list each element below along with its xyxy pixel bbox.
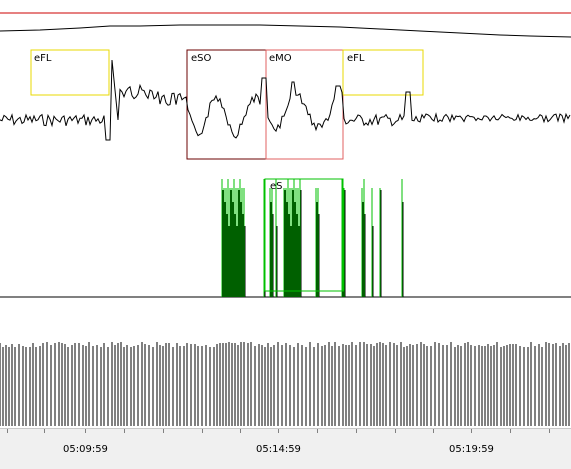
tick-mark bbox=[433, 429, 434, 433]
event-label-eso: eSO bbox=[191, 53, 212, 64]
event-label-efl-left: eFL bbox=[34, 53, 52, 64]
event-box-efl-right[interactable] bbox=[342, 49, 424, 96]
tick-mark bbox=[85, 429, 86, 433]
tick-mark bbox=[278, 429, 279, 433]
tick-mark bbox=[163, 429, 164, 433]
tick-mark bbox=[240, 429, 241, 433]
beat-marker-channel bbox=[0, 342, 570, 426]
tick-mark bbox=[317, 429, 318, 433]
time-label-3: 05:19:59 bbox=[449, 444, 494, 455]
event-label-emo: eMO bbox=[269, 53, 292, 64]
time-label-1: 05:09:59 bbox=[63, 444, 108, 455]
tick-mark bbox=[356, 429, 357, 433]
event-box-efl-left[interactable] bbox=[30, 49, 110, 96]
tick-mark bbox=[471, 429, 472, 433]
signal-traces bbox=[0, 12, 571, 426]
green-spike-train bbox=[221, 179, 404, 297]
tick-mark bbox=[124, 429, 125, 433]
tick-mark bbox=[44, 429, 45, 433]
time-axis: 05:09:59 05:14:59 05:19:59 bbox=[0, 428, 571, 469]
tick-mark bbox=[395, 429, 396, 433]
event-box-es[interactable] bbox=[264, 178, 344, 292]
tick-mark bbox=[7, 429, 8, 433]
tick-mark bbox=[549, 429, 550, 433]
tick-mark bbox=[510, 429, 511, 433]
tick-mark bbox=[202, 429, 203, 433]
main-waveform-trace bbox=[0, 59, 571, 141]
event-label-es: eS bbox=[270, 181, 283, 192]
time-label-2: 05:14:59 bbox=[256, 444, 301, 455]
event-box-eso[interactable] bbox=[186, 49, 267, 160]
upper-slow-trace bbox=[0, 24, 571, 38]
event-label-efl-right: eFL bbox=[347, 53, 365, 64]
